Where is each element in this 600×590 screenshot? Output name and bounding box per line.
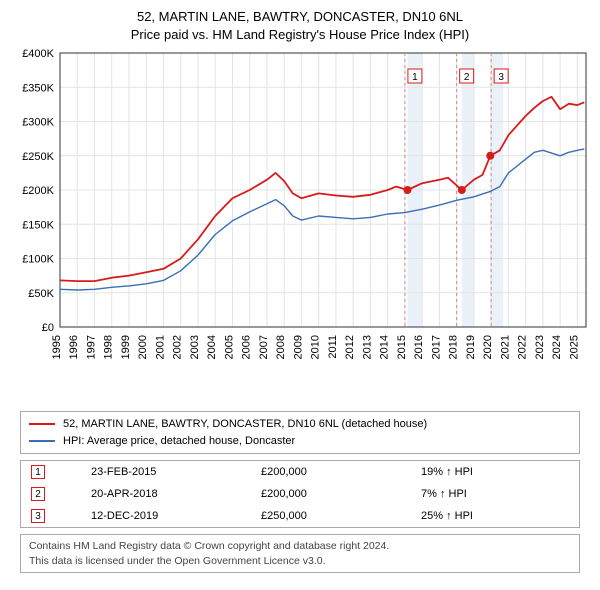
sale-marker-icon: 1 bbox=[31, 465, 45, 479]
credit-line-2: This data is licensed under the Open Gov… bbox=[29, 555, 326, 567]
table-row: 2 20-APR-2018£200,0007% ↑ HPI bbox=[21, 483, 580, 505]
svg-text:£100K: £100K bbox=[22, 254, 54, 266]
svg-text:1996: 1996 bbox=[68, 335, 80, 359]
sale-delta: 7% ↑ HPI bbox=[411, 483, 580, 505]
svg-text:2006: 2006 bbox=[241, 335, 253, 359]
svg-text:£0: £0 bbox=[42, 322, 54, 334]
chart-container: 52, MARTIN LANE, BAWTRY, DONCASTER, DN10… bbox=[0, 0, 600, 579]
legend-item: HPI: Average price, detached house, Donc… bbox=[29, 433, 571, 450]
svg-text:2011: 2011 bbox=[327, 335, 339, 359]
svg-text:2021: 2021 bbox=[499, 335, 511, 359]
svg-text:£400K: £400K bbox=[22, 48, 54, 60]
svg-text:1995: 1995 bbox=[51, 335, 63, 359]
credit-line-1: Contains HM Land Registry data © Crown c… bbox=[29, 540, 389, 552]
svg-text:2003: 2003 bbox=[189, 335, 201, 359]
credit: Contains HM Land Registry data © Crown c… bbox=[20, 534, 580, 573]
svg-text:£300K: £300K bbox=[22, 117, 54, 129]
svg-text:£250K: £250K bbox=[22, 151, 54, 163]
legend-swatch bbox=[29, 440, 55, 442]
legend-label: 52, MARTIN LANE, BAWTRY, DONCASTER, DN10… bbox=[63, 416, 427, 433]
svg-text:2: 2 bbox=[464, 72, 470, 83]
svg-text:2023: 2023 bbox=[534, 335, 546, 359]
svg-text:2002: 2002 bbox=[172, 335, 184, 359]
chart-area: £0 £50K £100K £150K £200K £250K £300K £350K £400… bbox=[10, 47, 590, 407]
svg-text:1999: 1999 bbox=[120, 335, 132, 359]
legend-label: HPI: Average price, detached house, Donc… bbox=[63, 433, 295, 450]
svg-text:2014: 2014 bbox=[379, 335, 391, 359]
svg-text:2008: 2008 bbox=[275, 335, 287, 359]
legend-item: 52, MARTIN LANE, BAWTRY, DONCASTER, DN10… bbox=[29, 416, 571, 433]
svg-text:£200K: £200K bbox=[22, 185, 54, 197]
table-row: 3 12-DEC-2019£250,00025% ↑ HPI bbox=[21, 505, 580, 528]
sale-date: 20-APR-2018 bbox=[81, 483, 251, 505]
title-line-2: Price paid vs. HM Land Registry's House … bbox=[131, 27, 469, 42]
svg-text:2015: 2015 bbox=[396, 335, 408, 359]
legend-swatch bbox=[29, 423, 55, 425]
svg-text:£50K: £50K bbox=[28, 288, 54, 300]
svg-text:2012: 2012 bbox=[344, 335, 356, 359]
svg-text:£150K: £150K bbox=[22, 219, 54, 231]
svg-text:2007: 2007 bbox=[258, 335, 270, 359]
svg-text:2022: 2022 bbox=[517, 335, 529, 359]
sale-delta: 25% ↑ HPI bbox=[411, 505, 580, 528]
svg-text:£350K: £350K bbox=[22, 82, 54, 94]
sale-price: £200,000 bbox=[251, 483, 411, 505]
sale-price: £250,000 bbox=[251, 505, 411, 528]
sale-delta: 19% ↑ HPI bbox=[411, 461, 580, 484]
sale-date: 12-DEC-2019 bbox=[81, 505, 251, 528]
chart-title: 52, MARTIN LANE, BAWTRY, DONCASTER, DN10… bbox=[10, 8, 590, 43]
chart-svg: £0 £50K £100K £150K £200K £250K £300K £350K £400… bbox=[10, 47, 590, 407]
sale-marker-icon: 3 bbox=[31, 509, 45, 523]
svg-text:2009: 2009 bbox=[292, 335, 304, 359]
svg-text:2001: 2001 bbox=[154, 335, 166, 359]
svg-text:1: 1 bbox=[412, 72, 418, 83]
sale-price: £200,000 bbox=[251, 461, 411, 484]
svg-text:1997: 1997 bbox=[85, 335, 97, 359]
svg-text:2016: 2016 bbox=[413, 335, 425, 359]
svg-text:2013: 2013 bbox=[361, 335, 373, 359]
svg-text:2019: 2019 bbox=[465, 335, 477, 359]
svg-text:2024: 2024 bbox=[551, 335, 563, 359]
legend: 52, MARTIN LANE, BAWTRY, DONCASTER, DN10… bbox=[20, 411, 580, 454]
title-line-1: 52, MARTIN LANE, BAWTRY, DONCASTER, DN10… bbox=[137, 9, 463, 24]
svg-text:1998: 1998 bbox=[103, 335, 115, 359]
sale-marker-icon: 2 bbox=[31, 487, 45, 501]
svg-text:2018: 2018 bbox=[448, 335, 460, 359]
svg-text:3: 3 bbox=[498, 72, 504, 83]
table-row: 1 23-FEB-2015£200,00019% ↑ HPI bbox=[21, 461, 580, 484]
svg-text:2025: 2025 bbox=[568, 335, 580, 359]
svg-text:2017: 2017 bbox=[430, 335, 442, 359]
svg-text:2020: 2020 bbox=[482, 335, 494, 359]
svg-text:2010: 2010 bbox=[310, 335, 322, 359]
svg-text:2004: 2004 bbox=[206, 335, 218, 359]
svg-text:2000: 2000 bbox=[137, 335, 149, 359]
svg-text:2005: 2005 bbox=[223, 335, 235, 359]
sale-date: 23-FEB-2015 bbox=[81, 461, 251, 484]
sales-table: 1 23-FEB-2015£200,00019% ↑ HPI 2 20-APR-201… bbox=[20, 460, 580, 528]
